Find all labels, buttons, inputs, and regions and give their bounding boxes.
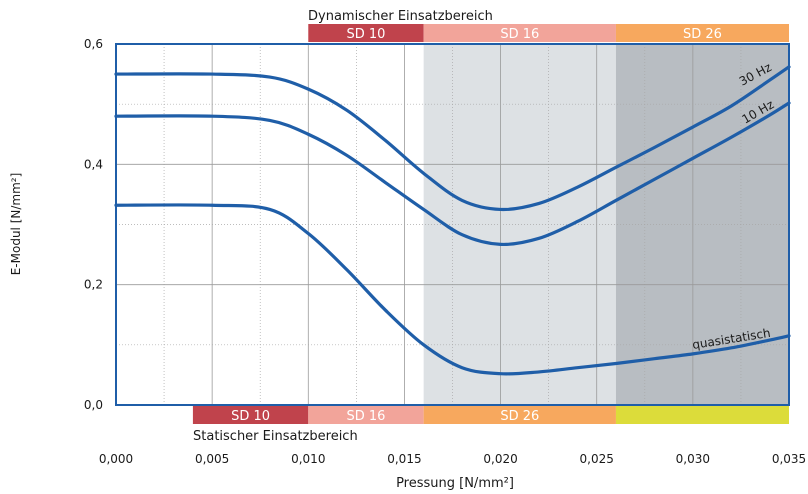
bottom-band-label-0: SD 10	[231, 409, 270, 424]
x-tick-label-5: 0,025	[580, 452, 614, 466]
y-tick-label-0: 0,0	[84, 398, 103, 412]
bottom-band-label-2: SD 26	[500, 409, 539, 424]
x-tick-label-6: 0,030	[676, 452, 710, 466]
x-tick-label-4: 0,020	[483, 452, 517, 466]
bottom-band-0	[192, 406, 309, 424]
grid	[116, 44, 789, 405]
top-band-1	[423, 24, 616, 42]
top-band-label-2: SD 26	[683, 27, 722, 42]
y-tick-label-1: 0,2	[84, 278, 103, 292]
top-band-0	[308, 24, 424, 42]
x-tick-label-2: 0,010	[291, 452, 325, 466]
x-tick-label-1: 0,005	[195, 452, 229, 466]
y-tick-label-3: 0,6	[84, 37, 103, 51]
x-tick-label-7: 0,035	[772, 452, 806, 466]
series-line-30-hz	[114, 65, 791, 212]
top-band-label-1: SD 16	[500, 27, 539, 42]
x-tick-label-0: 0,000	[99, 452, 133, 466]
series-line-10-hz	[114, 101, 791, 247]
y-axis-label: E-Modul [N/mm²]	[9, 173, 23, 276]
bottom-band-1	[308, 406, 424, 424]
axes: 0,000 0,005 0,010 0,015 0,020 0,025 0,030 0,035…	[84, 37, 806, 466]
y-tick-label-2: 0,4	[84, 157, 103, 171]
series-line-quasistatisch	[114, 203, 791, 376]
top-band-2	[615, 24, 789, 42]
top-band-label-0: SD 10	[347, 27, 386, 42]
bottom-band-title: Statischer Einsatzbereich	[193, 429, 358, 444]
plot-frame	[115, 43, 790, 406]
bottom-band-label-1: SD 16	[347, 409, 386, 424]
top-band-title: Dynamischer Einsatzbereich	[308, 9, 493, 24]
x-tick-label-3: 0,015	[387, 452, 421, 466]
bands: SD 10 SD 16 SD 26 SD 10 SD 16 SD 26	[192, 24, 789, 424]
x-axis-label: Pressung [N/mm²]	[396, 476, 514, 491]
bottom-band-3	[615, 406, 789, 424]
bottom-band-2	[423, 406, 616, 424]
